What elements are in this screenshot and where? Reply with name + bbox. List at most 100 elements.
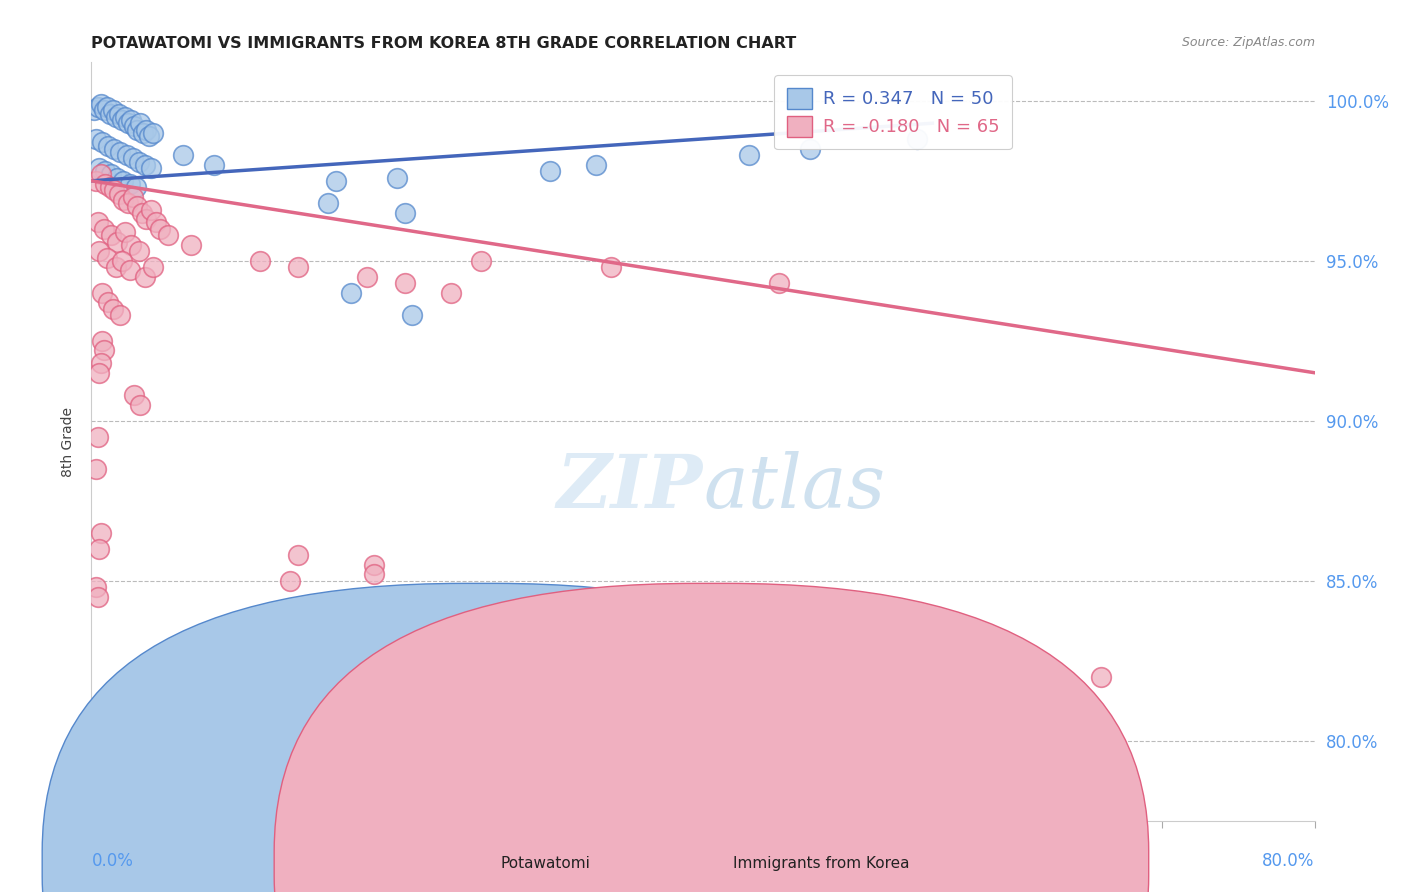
Point <box>141 126 163 140</box>
Point <box>768 276 790 290</box>
Text: 80.0%: 80.0% <box>1263 852 1315 870</box>
Point <box>110 308 132 322</box>
Point <box>91 136 114 150</box>
Point <box>112 174 135 188</box>
Point <box>111 113 134 128</box>
Point <box>278 574 301 588</box>
Point <box>440 285 463 300</box>
Point <box>86 590 108 604</box>
Point <box>114 225 136 239</box>
Point <box>103 142 125 156</box>
Point <box>87 541 110 556</box>
Point <box>905 132 928 146</box>
Point <box>120 113 142 128</box>
Point <box>356 269 378 284</box>
Point <box>121 152 143 166</box>
Point <box>287 260 309 275</box>
Point <box>616 733 638 747</box>
Point <box>139 161 162 175</box>
Point <box>394 276 416 290</box>
Point <box>202 158 225 172</box>
Point <box>121 190 143 204</box>
Point <box>108 106 131 120</box>
Legend: R = 0.347   N = 50, R = -0.180   N = 65: R = 0.347 N = 50, R = -0.180 N = 65 <box>773 75 1012 150</box>
Point <box>129 398 152 412</box>
Point <box>1090 670 1112 684</box>
Point <box>86 430 108 444</box>
Point <box>738 148 761 162</box>
Point <box>111 253 134 268</box>
Point <box>93 343 115 358</box>
Point <box>135 122 157 136</box>
Point <box>799 142 821 156</box>
Point <box>127 199 149 213</box>
Point <box>112 193 135 207</box>
Point <box>122 120 145 134</box>
Point <box>104 260 127 275</box>
Point <box>180 237 202 252</box>
Point <box>401 308 423 322</box>
Point <box>538 164 561 178</box>
Point <box>108 186 131 201</box>
Point <box>135 212 157 227</box>
Point <box>86 215 108 229</box>
Point <box>145 215 167 229</box>
Point <box>100 228 122 243</box>
Point <box>118 263 141 277</box>
Point <box>600 260 623 275</box>
Point <box>103 183 125 197</box>
Text: Source: ZipAtlas.com: Source: ZipAtlas.com <box>1181 36 1315 49</box>
Point <box>325 174 347 188</box>
Point <box>91 285 114 300</box>
Point <box>127 122 149 136</box>
Point <box>105 235 128 249</box>
Point <box>394 206 416 220</box>
Point <box>115 148 138 162</box>
Point <box>363 567 385 582</box>
Point <box>249 253 271 268</box>
Point <box>463 596 485 610</box>
Point <box>84 461 107 475</box>
Point <box>120 237 142 252</box>
Point <box>84 174 107 188</box>
Point <box>134 158 156 172</box>
Point <box>93 103 115 118</box>
Point <box>91 334 114 348</box>
Point <box>97 138 120 153</box>
Point <box>84 132 107 146</box>
Point <box>110 145 132 159</box>
Point <box>87 366 110 380</box>
Point <box>87 161 110 175</box>
Point <box>134 269 156 284</box>
Point <box>318 196 340 211</box>
Point <box>96 100 118 114</box>
Point <box>90 356 112 370</box>
Point <box>117 196 139 211</box>
Text: POTAWATOMI VS IMMIGRANTS FROM KOREA 8TH GRADE CORRELATION CHART: POTAWATOMI VS IMMIGRANTS FROM KOREA 8TH … <box>91 36 797 51</box>
Point <box>141 260 163 275</box>
Point <box>340 285 363 300</box>
Point <box>87 244 110 259</box>
Point <box>128 154 150 169</box>
Point <box>90 97 112 112</box>
Point <box>118 177 141 191</box>
Point <box>138 128 160 143</box>
Point <box>97 295 120 310</box>
Point <box>101 103 124 118</box>
Text: atlas: atlas <box>703 450 886 524</box>
Point <box>172 148 194 162</box>
Point <box>93 221 115 235</box>
Point <box>122 388 145 402</box>
Point <box>363 558 385 572</box>
Point <box>139 202 162 217</box>
Point <box>101 301 124 316</box>
Point <box>156 228 179 243</box>
Text: ZIP: ZIP <box>557 450 703 524</box>
Point <box>131 206 153 220</box>
Point <box>83 103 105 118</box>
Point <box>90 525 112 540</box>
Point <box>149 221 172 235</box>
Point <box>98 106 121 120</box>
Point <box>84 580 107 594</box>
Point <box>105 170 128 185</box>
